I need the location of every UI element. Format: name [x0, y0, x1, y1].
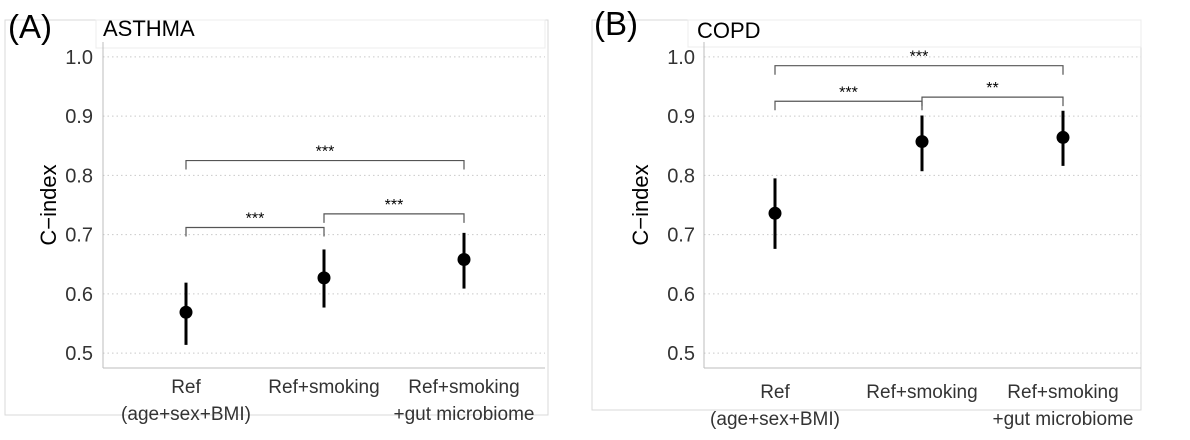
chart-panel-a: 0.5 0.6 0.7 0.8 0.9 1.0 (A) ASTHMA C−index Ref (ag…: [4, 8, 549, 425]
significance-bracket: [323, 213, 465, 223]
chart-title: COPD: [697, 18, 761, 43]
x-category-label: Ref+smoking: [866, 382, 977, 403]
title-strip: [687, 19, 1142, 48]
significance-bracket: [774, 100, 923, 111]
data-point: [317, 271, 331, 285]
data-point: [179, 305, 193, 319]
title-strip: [95, 19, 546, 49]
y-tick-label: 0.7: [65, 225, 93, 247]
x-category-label: Ref: [171, 377, 201, 398]
significance-bracket: [185, 226, 325, 237]
data-point: [768, 206, 782, 220]
significance-label: ***: [910, 49, 929, 66]
panel-label: (A): [8, 8, 52, 45]
y-tick-label: 0.8: [65, 165, 93, 187]
y-tick-label: 0.5: [65, 343, 93, 365]
y-tick-label: 0.6: [65, 284, 93, 306]
significance-label: ***: [839, 84, 858, 101]
x-category-label: +gut microbiome: [993, 409, 1134, 430]
data-point: [915, 135, 929, 149]
x-category-label: Ref+smoking: [408, 377, 519, 398]
significance-label: ***: [316, 144, 335, 161]
significance-bracket: [921, 96, 1064, 107]
x-category-label: Ref: [760, 382, 790, 403]
y-tick-label: 0.6: [667, 284, 695, 306]
x-category-label: (age+sex+BMI): [121, 404, 251, 425]
x-category-label: (age+sex+BMI): [710, 409, 840, 430]
y-tick-label: 0.8: [667, 165, 695, 187]
significance-bracket: [774, 65, 1064, 75]
chart-panel-b: 0.5 0.6 0.7 0.8 0.9 1.0 (B) COPD C−index Ref (age+…: [591, 5, 1142, 430]
y-tick-label: 0.9: [65, 106, 93, 128]
y-axis-label: C−index: [628, 164, 653, 245]
data-point: [457, 253, 471, 267]
y-tick-label: 1.0: [667, 47, 695, 69]
chart-title: ASTHMA: [103, 16, 195, 41]
significance-label: **: [986, 80, 998, 97]
significance-bracket: [185, 159, 465, 170]
x-category-label: Ref+smoking: [268, 377, 379, 398]
panel-label: (B): [594, 5, 638, 42]
y-tick-label: 0.7: [667, 225, 695, 247]
y-axis-label: C−index: [36, 164, 61, 245]
data-point: [1056, 130, 1070, 144]
y-tick-label: 0.5: [667, 343, 695, 365]
significance-label: ***: [385, 197, 404, 214]
x-category-label: +gut microbiome: [394, 404, 535, 425]
x-category-label: Ref+smoking: [1007, 382, 1118, 403]
y-tick-label: 1.0: [65, 47, 93, 69]
significance-label: ***: [246, 211, 265, 228]
y-tick-label: 0.9: [667, 106, 695, 128]
